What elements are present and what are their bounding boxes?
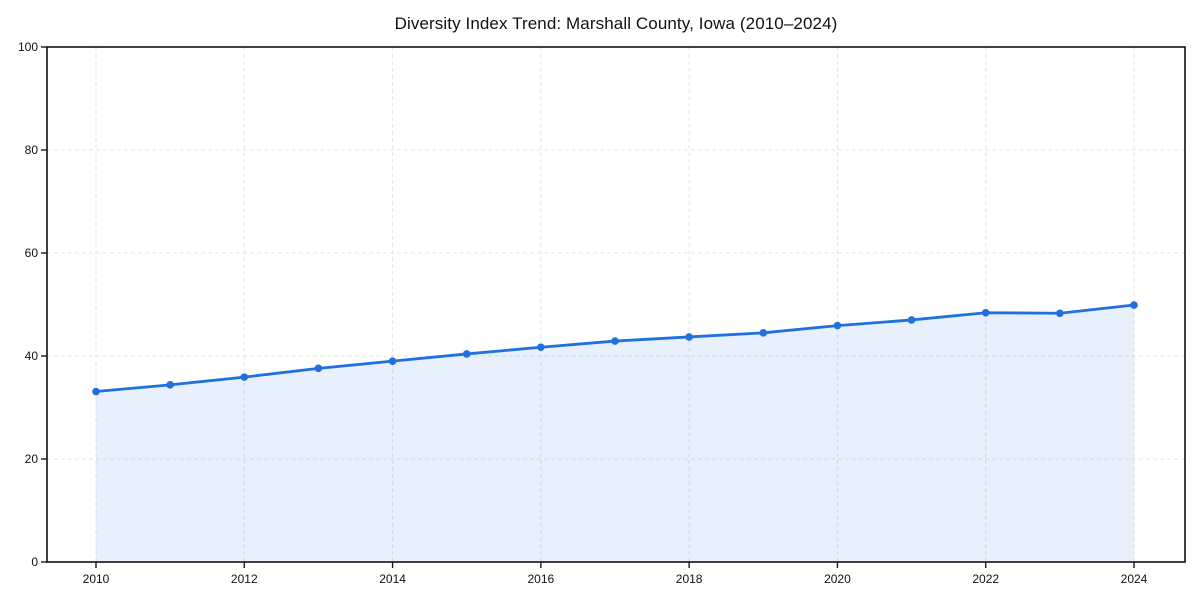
x-tick-label: 2016 [528, 572, 555, 586]
data-point [759, 329, 768, 337]
x-tick-label: 2018 [676, 572, 703, 586]
data-point [685, 333, 693, 341]
data-point [537, 343, 545, 352]
data-point [314, 364, 323, 373]
x-tick-label: 2024 [1121, 572, 1148, 586]
data-point [833, 321, 842, 330]
x-tick-label: 2022 [972, 572, 999, 586]
data-point [462, 350, 471, 358]
y-tick-label: 60 [25, 246, 39, 260]
data-point [1056, 309, 1064, 318]
y-tick-label: 20 [25, 452, 39, 466]
y-tick-label: 40 [25, 349, 39, 363]
x-tick-label: 2010 [83, 572, 110, 586]
data-point [1130, 301, 1138, 309]
plot-border [46, 46, 1186, 563]
data-point [907, 316, 916, 324]
y-tick-label: 100 [18, 40, 38, 54]
chart-title: Diversity Index Trend: Marshall County, … [394, 14, 838, 33]
x-tick-label: 2014 [379, 572, 406, 586]
y-tick-label: 0 [31, 555, 38, 569]
y-tick-label: 80 [25, 143, 39, 157]
data-point [92, 387, 100, 396]
data-point [240, 373, 249, 381]
x-tick-label: 2020 [824, 572, 851, 586]
data-point [166, 381, 174, 389]
area-fill [96, 305, 1134, 562]
x-tick-label: 2012 [231, 572, 258, 586]
data-point [611, 337, 619, 345]
data-point [388, 357, 397, 365]
data-point [981, 308, 990, 317]
